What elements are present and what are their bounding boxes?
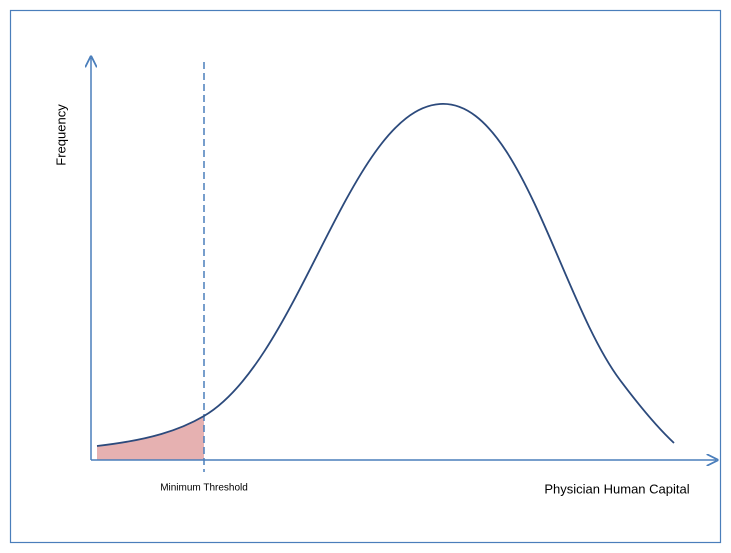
threshold-label: Minimum Threshold xyxy=(160,483,248,494)
distribution-curve xyxy=(96,103,675,447)
y-axis-label: Frequency xyxy=(53,104,68,166)
frame xyxy=(9,9,722,544)
x-axis-label: Physician Human Capital xyxy=(544,481,689,496)
shaded-area xyxy=(97,416,204,460)
